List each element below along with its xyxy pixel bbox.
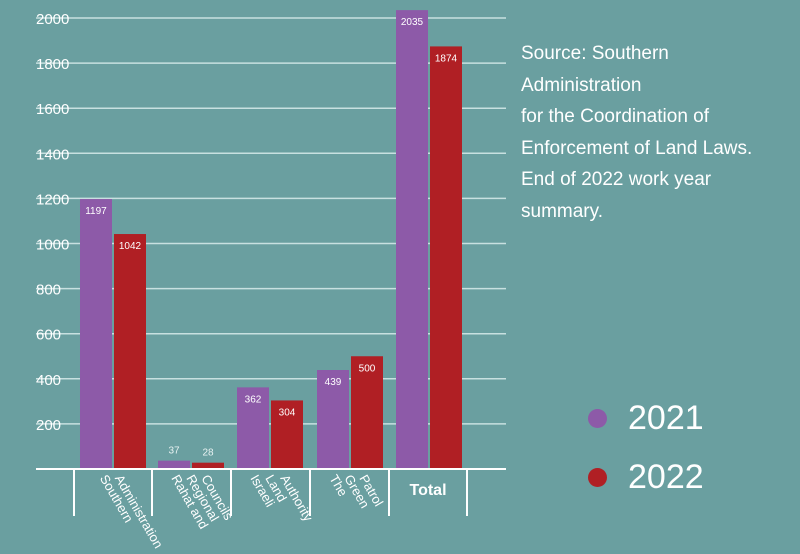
y-tick-label: 1600 [36, 101, 69, 118]
source-note-line: summary. [521, 200, 603, 222]
y-tick-label: 1000 [36, 237, 69, 254]
data-label: 28 [202, 448, 214, 459]
data-label: 1042 [119, 241, 142, 252]
data-label: 2035 [401, 17, 424, 28]
source-note: Source: Southern Administration for the … [521, 38, 791, 227]
y-tick-label: 800 [36, 282, 61, 299]
y-tick-label: 200 [36, 417, 61, 434]
data-label: 1197 [85, 206, 107, 217]
bar-2022 [271, 400, 303, 469]
y-tick-label: 2000 [36, 11, 69, 28]
legend-label-2022: 2022 [628, 458, 704, 496]
bar-2022 [192, 462, 224, 469]
legend-label-2021: 2021 [628, 399, 704, 437]
source-note-line: Source: Southern Administration [521, 43, 669, 96]
bar-2021 [158, 460, 190, 469]
bar-2021 [317, 370, 349, 469]
data-label: 304 [279, 407, 296, 418]
data-label: 37 [168, 446, 180, 457]
y-tick-label: 600 [36, 327, 61, 344]
legend-swatch-2021 [588, 409, 607, 428]
bar-2021 [237, 387, 269, 469]
source-note-line: End of 2022 work year [521, 169, 712, 190]
data-label: 500 [359, 363, 376, 374]
source-note-line: for the Coordination of [521, 106, 710, 127]
legend-swatch-2022 [588, 468, 607, 487]
bar-2022 [430, 46, 462, 470]
y-tick-label: 1200 [36, 191, 69, 208]
bar-2022 [114, 234, 146, 469]
y-tick-label: 1400 [36, 146, 69, 163]
bar-2022 [351, 356, 383, 469]
bar-2021 [396, 10, 428, 469]
data-label: 1874 [435, 53, 458, 64]
source-note-line: Enforcement of Land Laws. [521, 137, 753, 159]
y-tick-label: 1800 [36, 56, 69, 73]
y-tick-label: 400 [36, 372, 61, 389]
data-label: 439 [325, 377, 342, 388]
x-tick-label: Total [409, 482, 446, 499]
bar-2021 [80, 199, 112, 469]
data-label: 362 [245, 394, 262, 405]
